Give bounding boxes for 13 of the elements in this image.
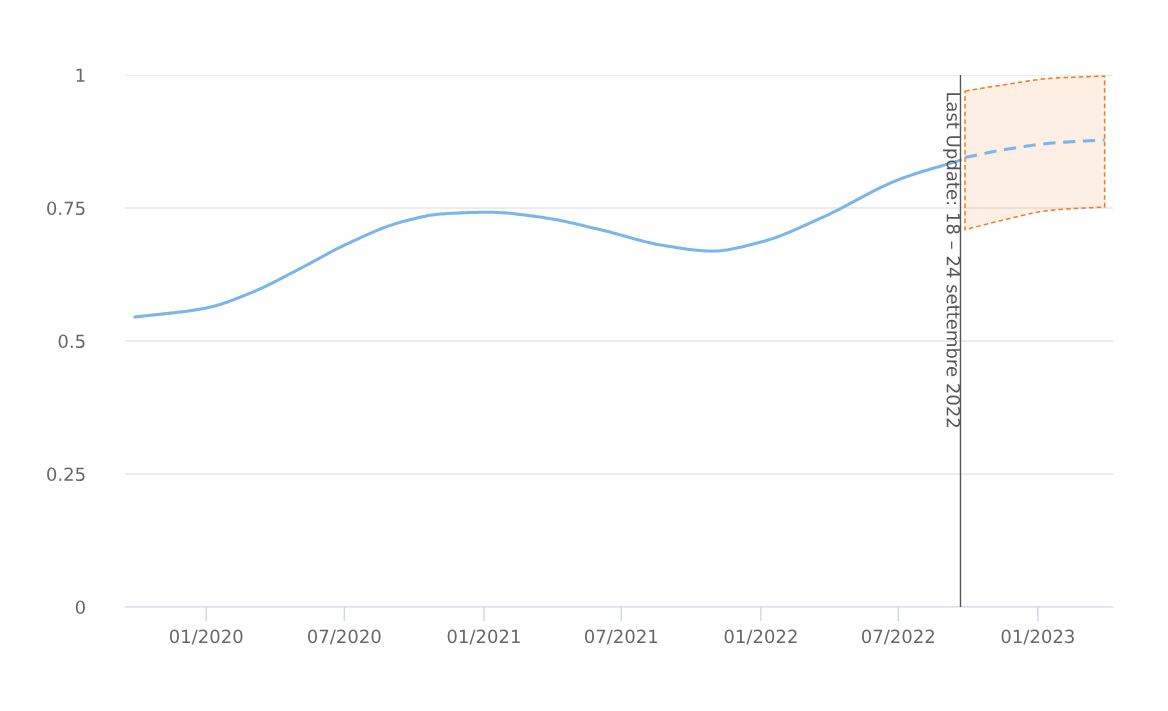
y-tick-label: 0.5 (58, 334, 85, 349)
x-tick-label: 01/2021 (447, 629, 520, 645)
x-tick-label: 07/2020 (307, 629, 381, 645)
x-tick-label: 01/2023 (1001, 629, 1074, 645)
x-tick-label: 01/2022 (724, 629, 797, 645)
x-tick-label: 07/2021 (584, 629, 658, 645)
y-tick-label: 0.75 (47, 201, 85, 216)
y-tick-label: 1 (76, 68, 85, 82)
x-tick-label: 01/2020 (169, 629, 243, 645)
y-tick-label: 0.25 (47, 467, 85, 482)
x-tick-label: 07/2022 (861, 629, 934, 645)
ref-line-label: Last Update: 18 – 24 settembre 2022 (943, 93, 961, 427)
y-tick-label: 0 (75, 600, 85, 615)
